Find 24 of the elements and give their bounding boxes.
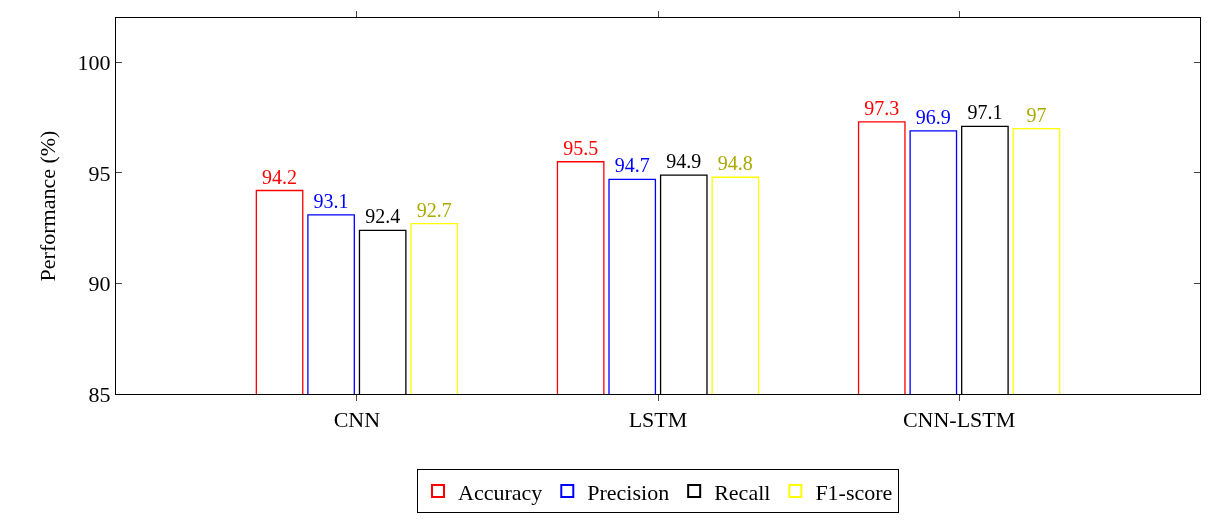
x-tick-label: LSTM xyxy=(628,407,688,433)
data-label: 94.2 xyxy=(262,165,298,188)
data-label: 95.5 xyxy=(563,136,599,159)
data-label: 92.4 xyxy=(365,205,401,228)
legend-label: Recall xyxy=(714,479,771,505)
data-label: 97.1 xyxy=(967,101,1003,124)
x-tick-label: CNN-LSTM xyxy=(902,407,1016,433)
x-tick-label: CNN xyxy=(333,407,381,433)
data-label: 97.3 xyxy=(864,96,900,119)
y-axis-title: Performance (%) xyxy=(35,130,61,282)
data-label: 94.9 xyxy=(666,150,702,173)
data-label: 94.7 xyxy=(614,154,650,177)
legend-label: Precision xyxy=(587,479,670,505)
data-label: 94.8 xyxy=(717,152,753,175)
data-label: 96.9 xyxy=(915,105,951,128)
data-label: 97 xyxy=(1026,103,1047,126)
y-tick-label: 95 xyxy=(88,160,111,186)
legend-label: F1-score xyxy=(815,479,893,505)
data-label: 93.1 xyxy=(313,189,349,212)
legend-label: Accuracy xyxy=(458,479,543,505)
y-tick-label: 100 xyxy=(77,49,111,75)
y-tick-label: 85 xyxy=(88,381,111,407)
y-tick-label: 90 xyxy=(88,271,111,297)
data-label: 92.7 xyxy=(416,198,452,221)
